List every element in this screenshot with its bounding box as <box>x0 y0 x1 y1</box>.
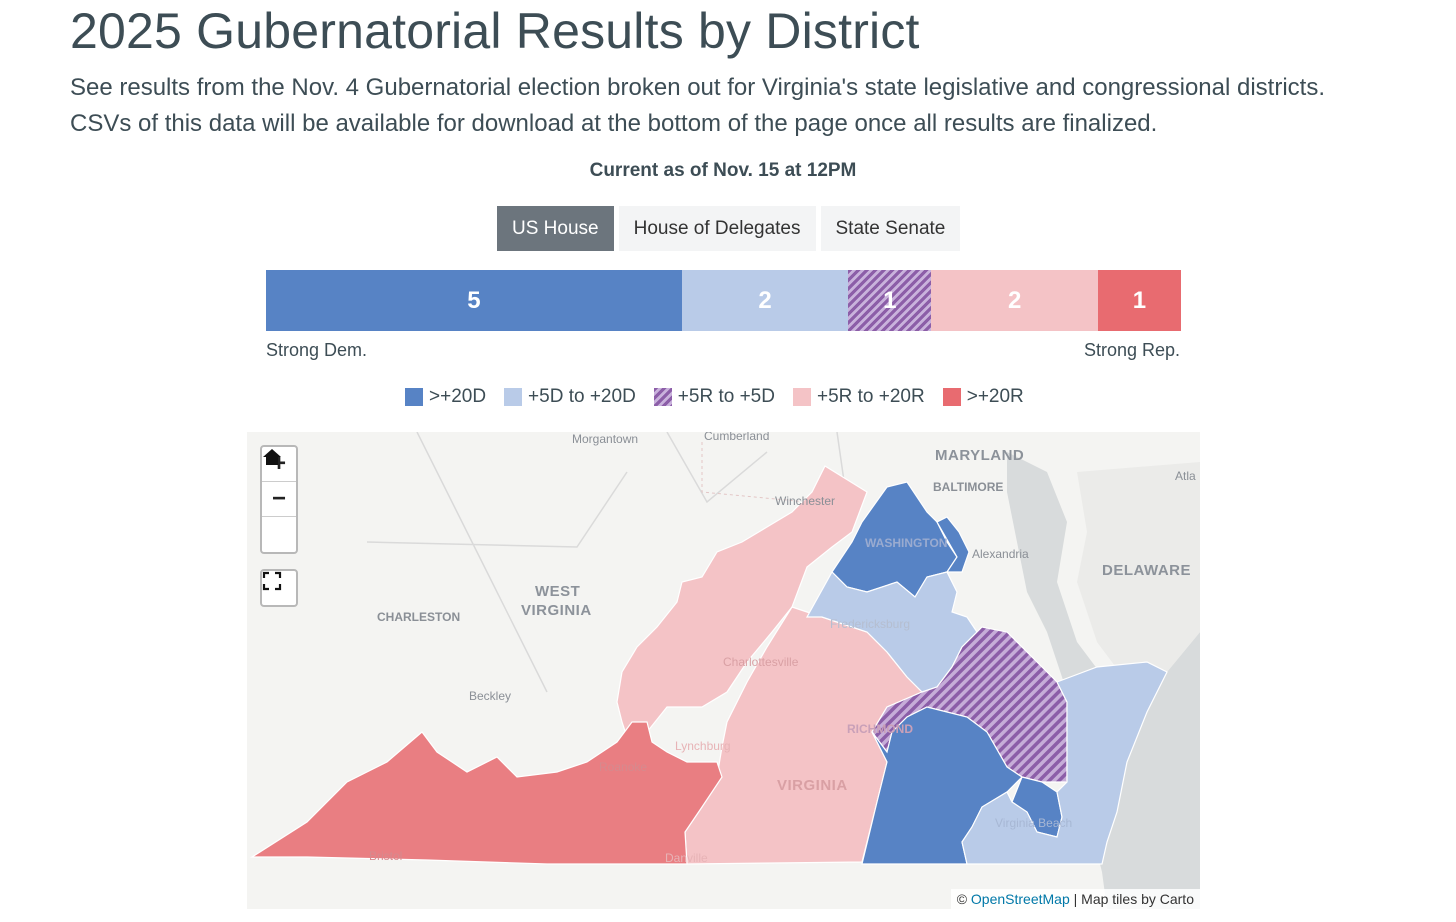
bar-segment: 2 <box>681 270 849 331</box>
strong-dem-label: Strong Dem. <box>266 340 368 360</box>
legend-label: +5D to +20D <box>528 386 636 407</box>
region-label: VIRGINIA <box>777 777 848 794</box>
home-icon <box>263 449 281 465</box>
place-label: Morgantown <box>572 432 638 446</box>
bar-segment: 5 <box>266 270 682 331</box>
openstreetmap-link[interactable]: OpenStreetMap <box>970 891 1070 907</box>
place-label: Danville <box>665 851 708 865</box>
region-label: MARYLAND <box>935 447 1024 464</box>
place-label: Bristol <box>369 849 402 863</box>
legend-swatch <box>653 388 672 406</box>
bar-segment: 1 <box>848 270 932 331</box>
place-label: Cumberland <box>704 432 769 443</box>
region-label: DELAWARE <box>1102 562 1191 579</box>
legend-swatch <box>405 388 423 406</box>
attribution-suffix: | Map tiles by Carto <box>1073 891 1194 907</box>
place-label: RICHMOND <box>847 722 913 736</box>
legend-item-strong-rep: >+20R <box>942 386 1024 408</box>
legend-label: >+20R <box>966 386 1024 407</box>
legend-label: +5R to +20R <box>816 386 925 407</box>
attribution-prefix: © <box>956 891 968 907</box>
legend-label: +5R to +5D <box>677 386 775 407</box>
tab-us-house[interactable]: US House <box>497 206 614 251</box>
district-map[interactable]: MARYLAND DELAWARE WEST VIRGINIA VIRGINIA… <box>247 432 1200 909</box>
district-6[interactable] <box>616 465 868 738</box>
legend-item-lean-dem: +5D to +20D <box>504 386 636 408</box>
page-title: 2025 Gubernatorial Results by District <box>70 3 920 59</box>
place-label: Beckley <box>469 689 511 703</box>
district-2[interactable] <box>961 661 1168 865</box>
district-7[interactable] <box>805 571 978 693</box>
fullscreen-icon <box>262 571 282 591</box>
last-updated-timestamp: Current as of Nov. 15 at 12PM <box>589 160 857 181</box>
state-border <box>366 432 848 693</box>
bar-segment: 1 <box>1097 270 1181 331</box>
region-label: VIRGINIA <box>521 602 592 619</box>
tab-house-of-delegates[interactable]: House of Delegates <box>618 206 816 251</box>
bar-segment: 2 <box>931 270 1098 331</box>
legend-swatch <box>504 388 523 406</box>
legend-swatch <box>792 388 811 406</box>
place-label: Fredericksburg <box>830 617 910 631</box>
legend-swatch <box>942 388 961 406</box>
district-9[interactable] <box>249 721 723 865</box>
legend-item-tossup: +5R to +5D <box>653 386 775 408</box>
intro-paragraph: See results from the Nov. 4 Gubernatoria… <box>70 74 1325 137</box>
legend-label: >+20D <box>429 386 487 407</box>
place-label: CHARLESTON <box>377 610 460 624</box>
legend-item-lean-rep: +5R to +20R <box>792 386 925 408</box>
tab-state-senate[interactable]: State Senate <box>820 206 961 251</box>
delmarva-land <box>1077 462 1200 682</box>
district-8[interactable] <box>936 516 970 573</box>
place-label: Roanoke <box>599 760 647 774</box>
place-label: Atla <box>1175 469 1196 483</box>
place-label: BALTIMORE <box>933 480 1003 494</box>
map-attribution: © OpenStreetMap | Map tiles by Carto <box>950 889 1200 909</box>
dotted-border <box>701 442 828 503</box>
place-label: Charlottesville <box>723 655 799 669</box>
strong-rep-label: Strong Rep. <box>1084 340 1181 360</box>
district-type-tabs: US House House of Delegates State Senate <box>497 206 961 251</box>
legend-item-strong-dem: >+20D <box>405 386 486 408</box>
zoom-controls: + − <box>260 445 298 554</box>
place-label: Alexandria <box>972 547 1029 561</box>
place-label: Winchester <box>775 494 835 508</box>
place-label: WASHINGTON <box>865 536 947 550</box>
map-canvas[interactable]: MARYLAND DELAWARE WEST VIRGINIA VIRGINIA… <box>247 432 1200 909</box>
zoom-out-button[interactable]: − <box>262 482 296 517</box>
place-label: Virginia Beach <box>995 816 1072 830</box>
fullscreen-button[interactable] <box>260 569 298 607</box>
map-legend: >+20D +5D to +20D +5R to +5D +5R to +20R… <box>405 386 1024 408</box>
place-label: Lynchburg <box>675 739 731 753</box>
region-label: WEST <box>535 583 580 600</box>
home-button[interactable] <box>262 449 296 552</box>
